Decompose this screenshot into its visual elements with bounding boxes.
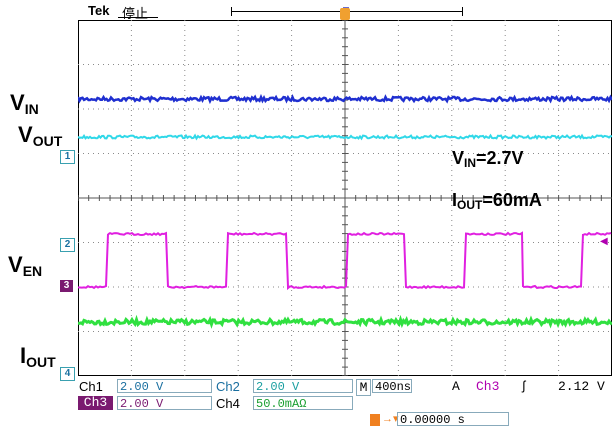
waveform-trace xyxy=(78,314,612,329)
ch4-scale[interactable]: 50.0mAΩ xyxy=(253,396,353,411)
timebase-value[interactable]: 400ns xyxy=(372,379,412,394)
vin-trace-label: VIN xyxy=(10,90,39,117)
ch3-label[interactable]: Ch3 xyxy=(78,396,113,410)
waveform-display[interactable] xyxy=(78,20,612,376)
trigger-slope-icon[interactable]: ʃ xyxy=(520,379,528,394)
ch1-ground-marker[interactable]: 1 xyxy=(60,150,75,164)
ch1-label[interactable]: Ch1 xyxy=(79,379,103,394)
timebase-label: M xyxy=(356,379,371,396)
acquisition-status: 停止 xyxy=(122,7,149,22)
ch2-ground-marker[interactable]: 2 xyxy=(60,238,75,252)
ch2-scale[interactable]: 2.00 V xyxy=(253,379,353,394)
position-arrow-icon: →▾ xyxy=(382,413,399,425)
status-underline xyxy=(118,17,158,18)
ven-trace-label: VEN xyxy=(8,252,43,279)
graticule xyxy=(78,20,612,376)
iout-annotation: IOUT=60mA xyxy=(452,190,542,212)
trigger-source[interactable]: Ch3 xyxy=(476,379,500,394)
ch1-scale[interactable]: 2.00 V xyxy=(117,379,212,394)
ch3-ground-marker[interactable]: 3 xyxy=(60,280,73,292)
trigger-level-arrow-icon: ◀ xyxy=(600,236,608,247)
trigger-level[interactable]: 2.12 V xyxy=(558,379,605,394)
trigger-position-marker[interactable] xyxy=(340,8,350,20)
ven-waveform xyxy=(78,231,612,291)
status-bar: Tek 停止 T xyxy=(0,0,612,42)
horizontal-position-icon xyxy=(370,414,380,426)
ch3-scale[interactable]: 2.00 V xyxy=(117,396,212,411)
ch2-label[interactable]: Ch2 xyxy=(216,379,240,394)
waveform-trace xyxy=(78,93,612,105)
waveform-trace xyxy=(78,133,612,141)
iout-trace-label: IOUT xyxy=(20,343,56,370)
ch4-label[interactable]: Ch4 xyxy=(216,396,240,411)
vin-annotation: VIN=2.7V xyxy=(452,148,524,170)
brand-logo: Tek xyxy=(88,3,110,18)
horizontal-position[interactable]: 0.00000 s xyxy=(397,412,509,427)
vout-trace-label: VOUT xyxy=(18,122,63,149)
ch4-ground-marker[interactable]: 4 xyxy=(60,367,75,381)
trigger-mode: A xyxy=(452,379,460,394)
